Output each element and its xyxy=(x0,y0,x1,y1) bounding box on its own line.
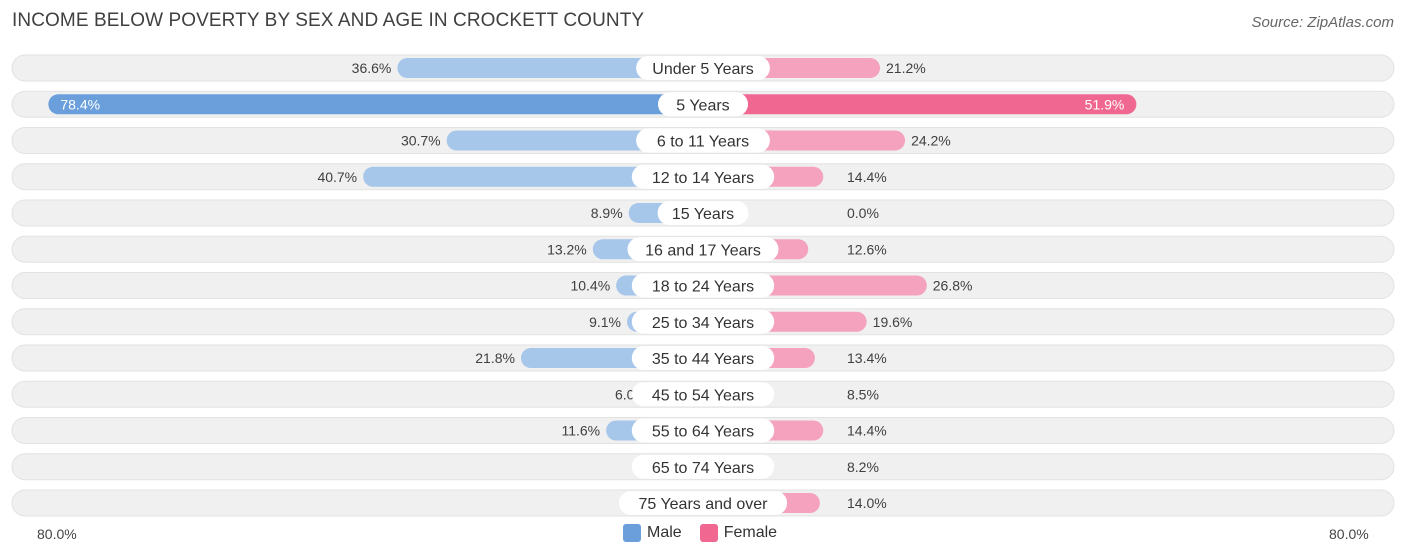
female-bar xyxy=(693,94,1137,115)
female-value-label: 12.6% xyxy=(847,241,887,257)
male-bar xyxy=(397,58,713,78)
category-label: 5 Years xyxy=(676,97,729,114)
category-label: 35 to 44 Years xyxy=(652,351,754,368)
legend-swatch-female xyxy=(699,524,718,542)
legend: Male Female xyxy=(623,524,795,542)
legend-swatch-male xyxy=(623,524,641,542)
source-credit: Source: ZipAtlas.com xyxy=(1251,14,1394,31)
female-value-label: 19.6% xyxy=(873,314,913,330)
category-pill xyxy=(658,92,748,117)
category-label: Under 5 Years xyxy=(652,61,753,78)
chart-area: 36.6% 21.2% Under 5 Years 78.4% 51.9% 5 Years… xyxy=(11,54,1395,517)
category-pill xyxy=(631,164,775,189)
category-label: 25 to 34 Years xyxy=(652,315,754,332)
category-label: 6 to 11 Years xyxy=(657,134,749,151)
category-pill xyxy=(618,491,788,515)
female-value-label: 21.2% xyxy=(886,60,926,76)
male-bar xyxy=(48,94,714,115)
chart-title: INCOME BELOW POVERTY BY SEX AND AGE IN C… xyxy=(12,10,645,31)
female-value-label: 14.4% xyxy=(847,423,887,439)
category-pill xyxy=(631,273,775,298)
female-value-label: 14.4% xyxy=(847,169,887,185)
category-pill xyxy=(631,382,775,407)
female-value-label: 51.9% xyxy=(1085,96,1125,112)
male-value-label: 10.4% xyxy=(570,278,610,294)
male-value-label: 40.7% xyxy=(317,169,357,185)
category-pill xyxy=(627,237,779,262)
female-value-label: 8.2% xyxy=(847,459,879,475)
legend-label-female: Female xyxy=(723,524,778,541)
male-value-label: 8.9% xyxy=(591,205,623,221)
category-label: 55 to 64 Years xyxy=(652,424,754,441)
male-value-label: 13.2% xyxy=(547,241,587,257)
category-pill xyxy=(657,201,749,225)
axis-left-label: 80.0% xyxy=(37,526,77,542)
category-label: 45 to 54 Years xyxy=(652,387,754,404)
category-pill xyxy=(631,309,775,334)
male-value-label: 36.6% xyxy=(352,60,392,76)
category-label: 16 and 17 Years xyxy=(645,242,761,259)
category-label: 15 Years xyxy=(672,206,734,223)
legend-label-male: Male xyxy=(647,524,682,541)
category-label: 75 Years and over xyxy=(639,496,769,513)
male-value-label: 9.1% xyxy=(589,314,621,330)
category-pill xyxy=(636,56,770,80)
category-pill xyxy=(636,128,770,153)
category-pill xyxy=(631,346,775,370)
category-pill xyxy=(631,418,775,443)
category-label: 65 to 74 Years xyxy=(652,460,754,477)
female-value-label: 0.0% xyxy=(847,205,879,221)
legend-item-female: Female xyxy=(699,524,778,542)
male-value-label: 11.6% xyxy=(561,423,600,439)
female-value-label: 13.4% xyxy=(847,350,887,366)
male-bar xyxy=(363,166,713,187)
male-value-label: 78.4% xyxy=(60,96,100,112)
female-value-label: 8.5% xyxy=(847,386,879,402)
female-value-label: 24.2% xyxy=(911,133,951,149)
male-value-label: 30.7% xyxy=(401,133,441,149)
male-value-label: 21.8% xyxy=(475,350,515,366)
category-pill xyxy=(631,454,775,479)
legend-item-male: Male xyxy=(623,524,682,542)
category-label: 12 to 14 Years xyxy=(652,170,754,187)
female-value-label: 14.0% xyxy=(847,495,887,511)
axis-right-label: 80.0% xyxy=(1329,526,1369,542)
female-value-label: 26.8% xyxy=(933,278,973,294)
category-label: 18 to 24 Years xyxy=(652,279,754,296)
